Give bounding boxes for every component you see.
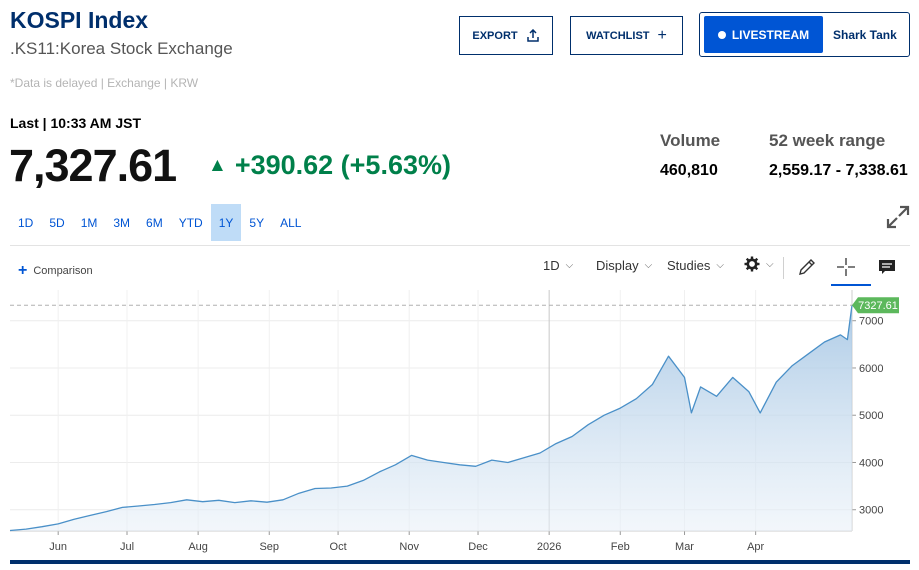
range-6m[interactable]: 6M: [146, 215, 163, 230]
y-tick-label: 7000: [859, 316, 883, 328]
toolbar-separator: [783, 257, 784, 279]
x-tick-label: 2026: [537, 541, 561, 553]
range-5d[interactable]: 5D: [49, 215, 65, 230]
x-tick-label: Jul: [120, 541, 134, 553]
x-tick-label: Nov: [399, 541, 419, 553]
livestream-box: LIVESTREAM Shark Tank: [699, 12, 910, 57]
chevron-down-icon: ⌵: [716, 260, 724, 271]
page-title: KOSPI Index: [10, 7, 149, 33]
divider: [10, 245, 910, 246]
volume-label: Volume: [660, 131, 721, 150]
x-tick-label: Oct: [330, 541, 347, 553]
last-price-tag-label: 7327.61: [858, 300, 898, 312]
livestream-button[interactable]: LIVESTREAM: [704, 16, 823, 53]
comparison-label: Comparison: [33, 265, 93, 277]
settings-dropdown[interactable]: ⌵: [744, 256, 774, 272]
range-all[interactable]: ALL: [280, 215, 302, 230]
gear-icon: [744, 256, 760, 272]
price-change-value: +390.62 (+5.63%): [234, 150, 451, 180]
y-tick-label: 6000: [859, 363, 883, 375]
price-change: ▲ +390.62 (+5.63%): [208, 150, 451, 181]
watchlist-label: WATCHLIST: [586, 29, 650, 42]
range-3m[interactable]: 3M: [113, 215, 131, 230]
export-icon: [526, 28, 539, 42]
y-tick-label: 5000: [859, 410, 883, 422]
range-label: 52 week range: [769, 131, 886, 150]
range-1m[interactable]: 1M: [80, 215, 98, 230]
series-line: [9, 305, 853, 532]
series-area: [10, 305, 852, 531]
x-tick-label: Feb: [611, 541, 630, 553]
x-tick-label: Sep: [259, 541, 279, 553]
y-tick-label: 4000: [859, 457, 883, 469]
live-dot-icon: [717, 30, 726, 39]
range-1y[interactable]: 1Y: [210, 204, 242, 241]
interval-dropdown[interactable]: 1D ⌵: [543, 258, 573, 273]
crosshair-icon[interactable]: [835, 256, 857, 278]
x-tick-label: Jun: [49, 541, 67, 553]
last-price-tag: [852, 297, 899, 314]
range-1d[interactable]: 1D: [18, 215, 34, 230]
chevron-down-icon: ⌵: [766, 258, 774, 270]
x-tick-label: Aug: [188, 541, 208, 553]
delayed-note: *Data is delayed | Exchange | KRW: [10, 76, 199, 90]
display-label: Display: [596, 258, 639, 273]
export-button[interactable]: EXPORT: [459, 16, 553, 55]
plus-icon: +: [18, 262, 28, 279]
exchange-label: .KS11:Korea Stock Exchange: [10, 39, 233, 58]
export-label: EXPORT: [472, 29, 518, 42]
range-value: 2,559.17 - 7,338.61: [769, 162, 908, 179]
comment-icon[interactable]: [876, 256, 898, 278]
volume-value: 460,810: [660, 162, 718, 179]
last-time-label: Last | 10:33 AM JST: [10, 115, 141, 131]
pencil-icon[interactable]: [796, 256, 818, 278]
plus-icon: +: [657, 26, 667, 44]
x-tick-label: Mar: [675, 541, 694, 553]
watchlist-button[interactable]: WATCHLIST +: [570, 16, 683, 55]
price-chart[interactable]: 3000 4000 5000 6000 7000 Jun Jul Aug Sep Oct Nov De…: [0, 286, 919, 556]
chevron-down-icon: ⌵: [565, 260, 574, 271]
x-tick-label: Apr: [747, 541, 764, 553]
range-5y[interactable]: 5Y: [249, 215, 265, 230]
expand-icon[interactable]: [885, 204, 911, 230]
active-tool-indicator: [831, 284, 871, 286]
comparison-button[interactable]: + Comparison: [18, 262, 93, 280]
livestream-label: LIVESTREAM: [731, 27, 810, 42]
y-tick-label: 3000: [859, 505, 883, 517]
up-arrow-icon: ▲: [208, 154, 227, 176]
x-tick-label: Dec: [468, 541, 488, 553]
interval-label: 1D: [543, 258, 560, 273]
last-price: 7,327.61: [9, 140, 177, 191]
time-range-selector: 1D 5D 1M 3M 6M YTD 1Y 5Y ALL: [10, 204, 309, 241]
chevron-down-icon: ⌵: [644, 260, 653, 271]
display-dropdown[interactable]: Display ⌵: [596, 258, 652, 273]
bottom-bar: [10, 560, 910, 564]
live-show-link[interactable]: Shark Tank: [833, 27, 897, 42]
studies-dropdown[interactable]: Studies ⌵: [667, 258, 724, 273]
studies-label: Studies: [667, 258, 711, 273]
range-ytd[interactable]: YTD: [178, 215, 203, 230]
